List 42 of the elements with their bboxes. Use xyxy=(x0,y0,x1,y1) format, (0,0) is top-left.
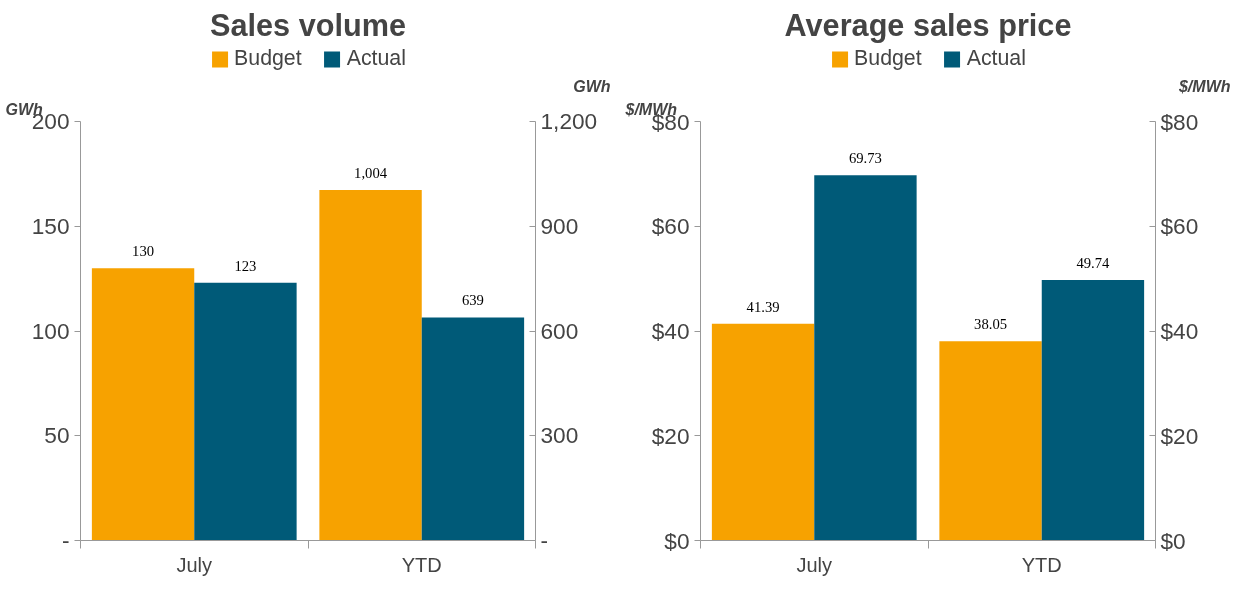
data-label: 639 xyxy=(461,292,484,309)
y-tick-label: 100 xyxy=(31,317,70,344)
legend-label: Actual xyxy=(346,46,406,71)
data-label: 123 xyxy=(234,257,257,274)
chart-title: Sales volume xyxy=(210,7,406,42)
data-label: 38.05 xyxy=(974,316,1008,333)
legend-label: Actual xyxy=(966,46,1026,71)
y2-tick-label: 900 xyxy=(540,212,579,239)
y2-axis-title: GWh xyxy=(573,77,611,95)
data-label: 130 xyxy=(132,243,155,260)
y2-tick-label: 600 xyxy=(540,317,579,344)
x-tick-label: YTD xyxy=(1021,553,1062,576)
bar xyxy=(711,323,815,541)
x-tick-label: YTD xyxy=(401,553,442,576)
y2-tick-label: $20 xyxy=(1160,422,1199,449)
data-label: 41.39 xyxy=(746,298,780,315)
y2-tick-label: 1,200 xyxy=(540,108,598,134)
y2-tick-label: - xyxy=(540,527,549,553)
y-tick-label: - xyxy=(61,527,70,553)
x-tick-label: July xyxy=(796,553,833,576)
bar xyxy=(939,341,1042,541)
y-tick-label: 150 xyxy=(31,212,70,239)
x-tick-label: July xyxy=(176,553,213,576)
y-tick-label: $20 xyxy=(651,422,690,449)
y-tick-label: $0 xyxy=(664,527,690,554)
y2-axis-title: $/MWh xyxy=(1177,77,1231,95)
y2-tick-label: 300 xyxy=(540,422,579,449)
y2-tick-label: $0 xyxy=(1160,527,1186,554)
y2-tick-label: $80 xyxy=(1160,108,1199,135)
bar xyxy=(1041,279,1145,541)
y2-tick-label: $40 xyxy=(1160,318,1199,344)
bar xyxy=(814,175,917,541)
y-tick-label: $60 xyxy=(651,213,690,240)
legend-label: Budget xyxy=(234,46,302,71)
y-tick-label: 50 xyxy=(44,422,70,449)
data-label: 1,004 xyxy=(354,164,388,181)
y2-tick-label: $60 xyxy=(1160,213,1199,240)
data-label: 69.73 xyxy=(848,150,882,167)
data-label: 49.74 xyxy=(1076,254,1111,271)
chart-title: Average sales price xyxy=(784,7,1072,43)
y-tick-label: $40 xyxy=(651,318,690,344)
legend-label: Budget xyxy=(854,46,922,71)
